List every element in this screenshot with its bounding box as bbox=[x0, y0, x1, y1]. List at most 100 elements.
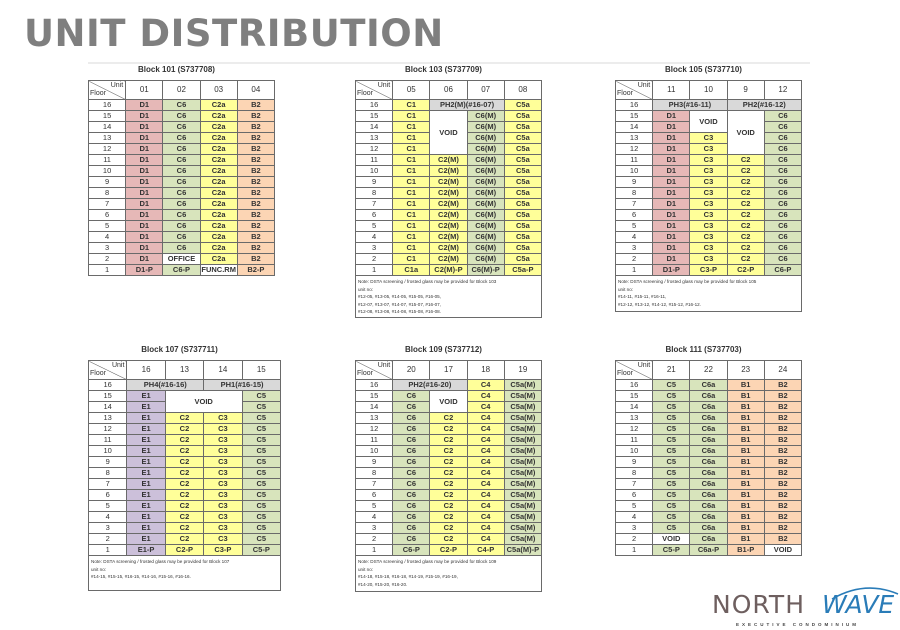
unit-type-cell: E1 bbox=[126, 478, 166, 490]
unit-header: 11 bbox=[652, 80, 691, 100]
table-row: 10 C6 C2 C4 C5a(M) bbox=[354, 445, 543, 457]
table-row: 9 C1 C2(M) C6(M) C5a bbox=[354, 176, 543, 188]
unit-type-cell: C5a bbox=[503, 110, 543, 122]
unit-type-cell: B2 bbox=[236, 143, 276, 155]
floor-number: 12 bbox=[614, 143, 654, 155]
unit-type-cell: C5a(M) bbox=[503, 522, 543, 534]
header-row: Unit Floor 16 13 14 15 bbox=[87, 360, 282, 380]
unit-type-cell: B1 bbox=[726, 456, 765, 468]
unit-type-cell: C2 bbox=[429, 423, 468, 435]
floor-number: 11 bbox=[87, 154, 127, 166]
unit-type-cell: C4 bbox=[466, 390, 505, 402]
unit-type-cell: C6 bbox=[763, 110, 803, 122]
unit-type-cell: C2-P bbox=[164, 544, 205, 556]
unit-type-cell: C5a bbox=[503, 99, 543, 111]
unit-type-cell: E1 bbox=[126, 522, 166, 534]
floor-number: 14 bbox=[87, 121, 127, 133]
floor-number: 14 bbox=[614, 401, 654, 413]
table-row: 7 D1 C3 C2 C6 bbox=[614, 198, 803, 210]
unit-type-cell: C6a bbox=[689, 412, 728, 424]
unit-type-cell: C6 bbox=[763, 198, 803, 210]
unit-type-cell: C5 bbox=[652, 434, 691, 446]
unit-type-cell: D1 bbox=[125, 99, 164, 111]
unit-table: Unit Floor 01 02 03 04 16 D1 C6 C2a B2 15 D1 C6 C2a B2 1… bbox=[87, 80, 276, 276]
unit-type-cell: C6(M) bbox=[466, 209, 505, 221]
unit-type-cell: C6 bbox=[392, 467, 431, 479]
unit-type-cell: C1 bbox=[392, 231, 431, 243]
table-row: 14 D1 C6 bbox=[614, 121, 803, 133]
unit-type-cell: C4 bbox=[466, 423, 505, 435]
unit-type-cell: C5a(M) bbox=[503, 467, 543, 479]
floor-number: 14 bbox=[614, 121, 654, 133]
unit-type-cell: C2 bbox=[726, 198, 765, 210]
floor-label: Floor bbox=[90, 90, 106, 97]
floor-number: 9 bbox=[614, 456, 654, 468]
unit-type-cell: B2 bbox=[763, 511, 803, 523]
unit-type-cell: C5 bbox=[652, 511, 691, 523]
unit-type-cell: C5a bbox=[503, 198, 543, 210]
unit-type-cell: D1 bbox=[125, 176, 164, 188]
unit-header: 19 bbox=[503, 360, 543, 380]
unit-type-cell: B2 bbox=[236, 176, 276, 188]
unit-type-cell: C3 bbox=[689, 209, 728, 221]
unit-type-cell: C5 bbox=[241, 478, 282, 490]
table-row: 9 E1 C2 C3 C5 bbox=[87, 456, 282, 468]
table-row: 6 C1 C2(M) C6(M) C5a bbox=[354, 209, 543, 221]
floor-number: 11 bbox=[354, 434, 394, 446]
table-row: 12 D1 C6 C2a B2 bbox=[87, 143, 276, 155]
unit-type-cell: C2 bbox=[726, 209, 765, 221]
unit-type-cell: D1 bbox=[652, 176, 691, 188]
unit-type-cell: B1 bbox=[726, 489, 765, 501]
note-line: #14-18, #15-18, #16-18, #14-19, #15-19, … bbox=[358, 574, 458, 579]
floor-number: 8 bbox=[614, 467, 654, 479]
unit-type-cell: C6 bbox=[392, 445, 431, 457]
floor-number: 10 bbox=[87, 445, 128, 457]
floor-number: 4 bbox=[354, 231, 394, 243]
unit-type-cell: B2 bbox=[763, 533, 803, 545]
unit-type-cell: D1 bbox=[652, 209, 691, 221]
unit-type-cell: D1 bbox=[125, 220, 164, 232]
note-line: #12-12, #13-12, #14-12, #15-12, #16-12. bbox=[618, 301, 702, 307]
unit-type-cell: C2a bbox=[199, 242, 238, 254]
unit-type-cell: C5 bbox=[652, 423, 691, 435]
unit-header: 22 bbox=[689, 360, 728, 380]
table-row: 6 D1 C3 C2 C6 bbox=[614, 209, 803, 221]
unit-type-cell: E1 bbox=[126, 423, 166, 435]
unit-type-cell: B2 bbox=[236, 231, 276, 243]
unit-type-cell: C4 bbox=[466, 401, 505, 413]
unit-type-cell: C2(M) bbox=[429, 187, 468, 199]
header-row: Unit Floor 20 17 18 19 bbox=[354, 360, 543, 380]
table-row: 6 C6 C2 C4 C5a(M) bbox=[354, 489, 543, 501]
table-row: 9 D1 C3 C2 C6 bbox=[614, 176, 803, 188]
floor-number: 9 bbox=[354, 176, 394, 188]
table-row: 4 C6 C2 C4 C5a(M) bbox=[354, 511, 543, 523]
unit-type-cell: C6 bbox=[763, 143, 803, 155]
unit-type-cell: E1 bbox=[126, 489, 166, 501]
unit-type-cell: C1 bbox=[392, 187, 431, 199]
unit-type-cell: C4 bbox=[466, 511, 505, 523]
note-line: #12-07, #13-07, #14-07, #15-07, #16-07, bbox=[358, 301, 442, 307]
unit-type-cell: C2a bbox=[199, 165, 238, 177]
corner-cell: Unit Floor bbox=[87, 360, 128, 380]
unit-type-cell: B1 bbox=[726, 412, 765, 424]
unit-type-cell: C1 bbox=[392, 165, 431, 177]
unit-type-cell: C6 bbox=[763, 165, 803, 177]
unit-type-cell: C6 bbox=[392, 412, 431, 424]
unit-type-cell: C4 bbox=[466, 379, 505, 391]
unit-type-cell: C5a(M) bbox=[503, 434, 543, 446]
unit-type-cell: C6a bbox=[689, 522, 728, 534]
unit-type-cell: C5 bbox=[652, 456, 691, 468]
floor-number: 2 bbox=[87, 253, 127, 265]
floor-number: 8 bbox=[614, 187, 654, 199]
unit-header: 06 bbox=[429, 80, 468, 100]
unit-type-cell: C6 bbox=[763, 220, 803, 232]
unit-type-cell: C4 bbox=[466, 445, 505, 457]
unit-type-cell: C6(M) bbox=[466, 154, 505, 166]
unit-header: 20 bbox=[392, 360, 431, 380]
unit-header: 21 bbox=[652, 360, 691, 380]
unit-type-cell: C1 bbox=[392, 132, 431, 144]
table-row: 8 C6 C2 C4 C5a(M) bbox=[354, 467, 543, 479]
unit-type-cell: VOID bbox=[726, 110, 765, 155]
table-row: 10 D1 C3 C2 C6 bbox=[614, 165, 803, 177]
unit-type-cell: C2 bbox=[726, 154, 765, 166]
